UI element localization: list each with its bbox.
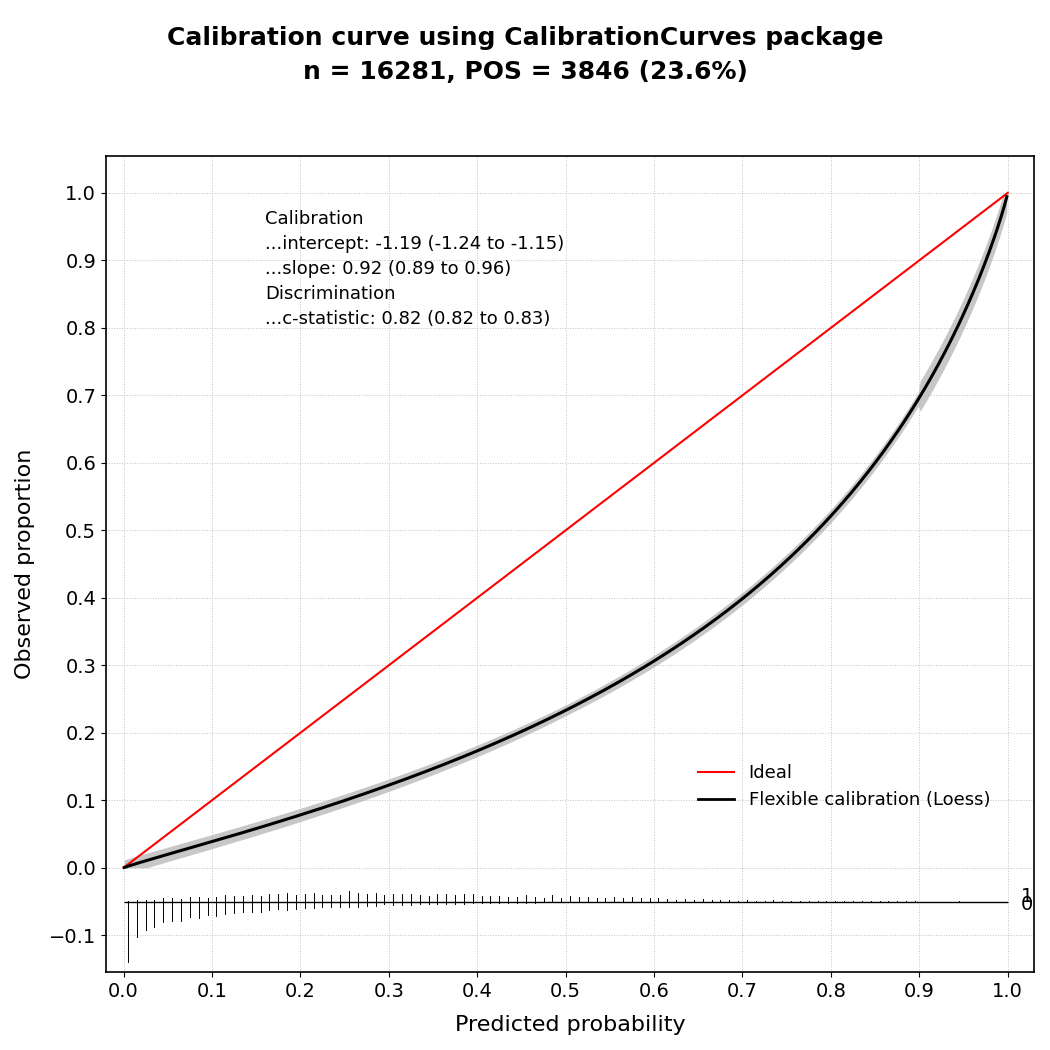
Text: Calibration curve using CalibrationCurves package
n = 16281, POS = 3846 (23.6%): Calibration curve using CalibrationCurve… — [167, 26, 883, 84]
Legend: Ideal, Flexible calibration (Loess): Ideal, Flexible calibration (Loess) — [691, 757, 997, 816]
Y-axis label: Observed proportion: Observed proportion — [15, 449, 35, 679]
X-axis label: Predicted probability: Predicted probability — [455, 1015, 686, 1035]
Text: 1: 1 — [1021, 887, 1033, 906]
Text: 0: 0 — [1021, 896, 1033, 915]
Text: Calibration
...intercept: -1.19 (-1.24 to -1.15)
...slope: 0.92 (0.89 to 0.96)
D: Calibration ...intercept: -1.19 (-1.24 t… — [265, 210, 564, 328]
